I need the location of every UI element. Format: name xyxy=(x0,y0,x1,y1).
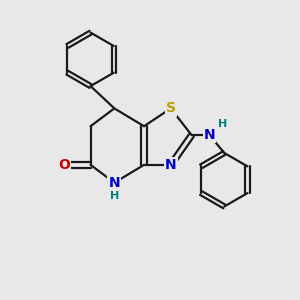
Text: H: H xyxy=(218,119,227,129)
Text: H: H xyxy=(110,191,120,201)
Text: N: N xyxy=(204,128,215,142)
Text: N: N xyxy=(165,158,177,172)
Text: O: O xyxy=(58,158,70,172)
Text: N: N xyxy=(109,176,120,190)
Text: S: S xyxy=(166,101,176,116)
